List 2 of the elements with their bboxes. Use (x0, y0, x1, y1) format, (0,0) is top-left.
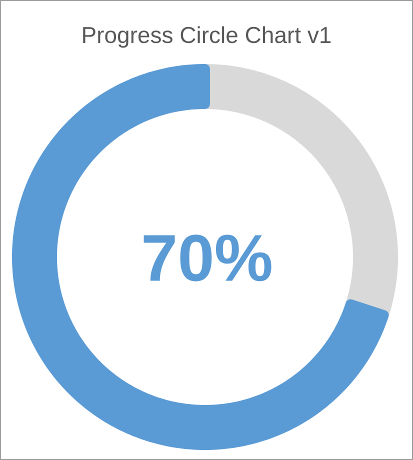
chart-title: Progress Circle Chart v1 (83, 26, 331, 48)
text: 70% (144, 234, 272, 282)
